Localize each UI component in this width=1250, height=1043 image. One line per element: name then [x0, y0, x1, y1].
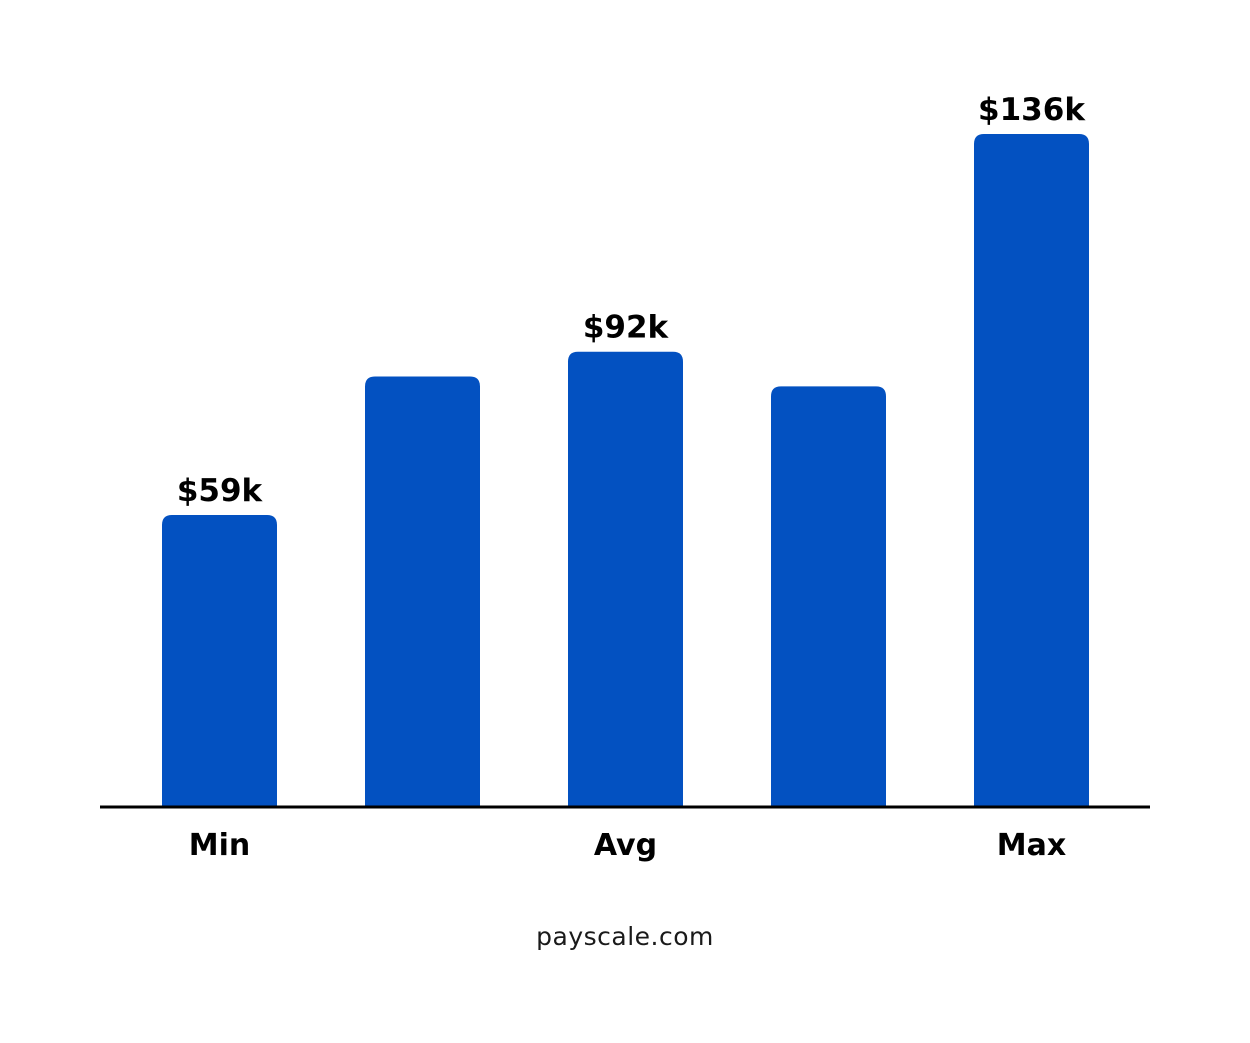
- category-labels-group: Min Avg Max: [189, 828, 1066, 863]
- bar-1: [162, 515, 277, 807]
- bar-4: [771, 386, 886, 807]
- bars-group: [162, 134, 1089, 807]
- bar-value-label: $136k: [978, 92, 1086, 128]
- bar-2: [365, 376, 480, 807]
- category-label-min: Min: [189, 828, 251, 863]
- category-label-avg: Avg: [594, 828, 657, 863]
- category-label-max: Max: [997, 828, 1066, 863]
- value-labels-group: $59k $92k $136k: [177, 92, 1086, 509]
- bar-3: [568, 351, 683, 807]
- bar-value-label: $92k: [583, 310, 670, 346]
- source-label: payscale.com: [536, 922, 714, 951]
- bar-value-label: $59k: [177, 473, 264, 509]
- bar-5: [974, 134, 1089, 807]
